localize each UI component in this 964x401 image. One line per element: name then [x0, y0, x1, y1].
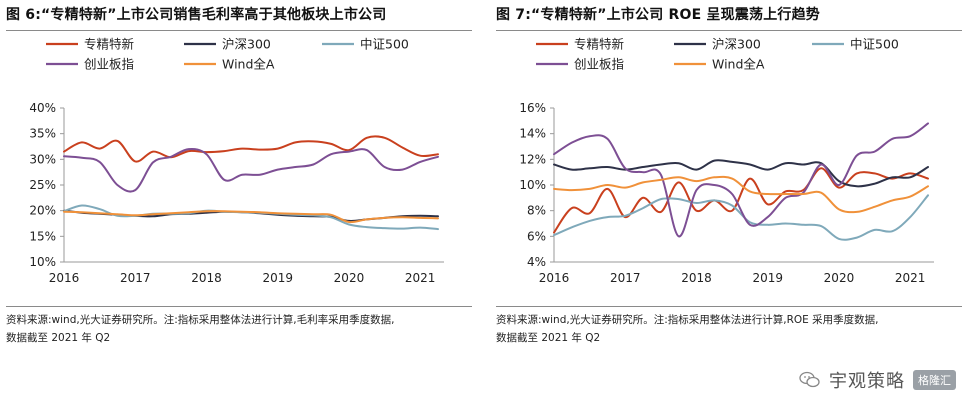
x-tick-label: 2017 [610, 271, 641, 285]
x-tick-label: 2020 [334, 271, 365, 285]
chart-panel-gross-margin: 图 6:“专精特新”上市公司销售毛利率高于其他板块上市公司 10% 15% 20% 2… [6, 0, 476, 360]
chart-panel-roe: 图 7:“专精特新”上市公司 ROE 呈现震荡上行趋势 4% 6% 8% 10% 12%… [496, 0, 964, 360]
wechat-icon [799, 371, 820, 388]
x-tick-label: 2021 [405, 271, 436, 285]
legend-label: 中证500 [850, 37, 899, 52]
legend-item: Wind全A [184, 57, 275, 72]
note-divider [496, 306, 962, 307]
legend-label: 沪深300 [712, 37, 761, 52]
y-tick-label: 12% [519, 152, 546, 166]
y-tick-label: 14% [519, 127, 546, 141]
legend-label: 专精特新 [84, 37, 134, 52]
data-cutoff-note: 数据截至 2021 年 Q2 [6, 332, 111, 344]
legend-label: 中证500 [360, 37, 409, 52]
legend-label: Wind全A [712, 57, 765, 72]
title-divider [496, 30, 962, 31]
watermark-badge: 格隆汇 [913, 370, 956, 390]
series-line-中证500 [553, 194, 929, 241]
y-tick-label: 30% [29, 152, 56, 166]
source-note: 资料来源:wind,光大证券研究所。注:指标采用整体法进行计算,ROE 采用季度… [496, 314, 879, 326]
y-tick-label: 25% [29, 178, 56, 192]
series-line-专精特新 [63, 135, 439, 163]
series-line-沪深300 [553, 159, 929, 188]
series-line-创业板指 [63, 147, 439, 193]
x-tick-label: 2016 [539, 271, 570, 285]
legend-label: 创业板指 [84, 57, 134, 72]
legend-label: Wind全A [222, 57, 275, 72]
roe-line-chart: 4% 6% 8% 10% 12% 14% 16% 2016 2017 2018 2019 2020 20… [519, 37, 934, 285]
legend-item: 创业板指 [46, 57, 134, 72]
x-tick-label: 2020 [824, 271, 855, 285]
legend-item: 沪深300 [184, 37, 271, 52]
y-tick-label: 20% [29, 204, 56, 218]
y-tick-label: 10% [519, 178, 546, 192]
x-tick-label: 2019 [752, 271, 783, 285]
x-tick-label: 2019 [262, 271, 293, 285]
chart-title: 图 6:“专精特新”上市公司销售毛利率高于其他板块上市公司 [6, 7, 387, 23]
legend-item: 中证500 [322, 37, 409, 52]
legend-item: Wind全A [674, 57, 765, 72]
series-line-专精特新 [553, 167, 929, 234]
legend-item: 创业板指 [536, 57, 624, 72]
series-line-Wind全A [553, 175, 929, 214]
y-tick-label: 15% [29, 229, 56, 243]
chart-title: 图 7:“专精特新”上市公司 ROE 呈现震荡上行趋势 [496, 7, 821, 23]
title-divider [6, 30, 472, 31]
y-tick-label: 35% [29, 127, 56, 141]
series-line-Wind全A [63, 210, 439, 224]
legend-item: 专精特新 [46, 37, 134, 52]
note-divider [6, 306, 472, 307]
x-tick-label: 2016 [49, 271, 80, 285]
legend-item: 中证500 [812, 37, 899, 52]
x-tick-label: 2017 [120, 271, 151, 285]
watermark: 宇观策略 格隆汇 [799, 365, 956, 395]
series-line-创业板指 [553, 122, 929, 238]
legend-label: 创业板指 [574, 57, 624, 72]
y-tick-label: 16% [519, 101, 546, 115]
legend-label: 专精特新 [574, 37, 624, 52]
data-cutoff-note: 数据截至 2021 年 Q2 [496, 332, 601, 344]
y-tick-label: 40% [29, 101, 56, 115]
y-tick-label: 4% [527, 255, 546, 269]
source-note: 资料来源:wind,光大证券研究所。注:指标采用整体法进行计算,毛利率采用季度数… [6, 314, 395, 326]
legend-item: 专精特新 [536, 37, 624, 52]
y-tick-label: 6% [527, 229, 546, 243]
watermark-brand: 宇观策略 [829, 371, 905, 392]
gross-margin-line-chart: 10% 15% 20% 25% 30% 35% 40% 2016 2017 2018 2019 202… [29, 37, 444, 285]
x-tick-label: 2018 [681, 271, 712, 285]
legend-item: 沪深300 [674, 37, 761, 52]
x-tick-label: 2021 [895, 271, 926, 285]
y-tick-label: 8% [527, 204, 546, 218]
x-tick-label: 2018 [191, 271, 222, 285]
y-tick-label: 10% [29, 255, 56, 269]
legend-label: 沪深300 [222, 37, 271, 52]
